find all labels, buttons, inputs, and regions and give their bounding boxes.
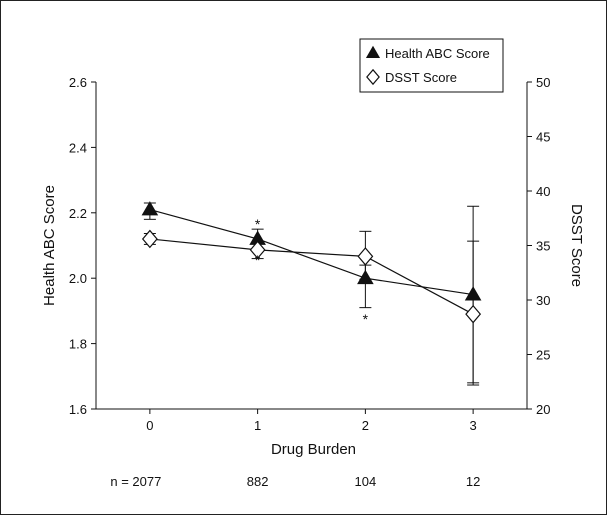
x-axis-title: Drug Burden [271, 441, 356, 458]
y-axis-right-title: DSST Score [568, 204, 585, 287]
marker-triangle [141, 201, 159, 216]
marker-diamond [357, 247, 374, 266]
series-line [149, 208, 474, 296]
legend-label: Health ABC Score [385, 46, 490, 61]
axes: 1.6 1.8 2.0 2.2 2.4 2.6 20 25 30 35 40 45 50 0 1 2 3 Drug… [41, 75, 585, 458]
y-left-tick-label: 1.8 [69, 337, 87, 352]
marker-triangle [365, 45, 381, 58]
y-right-tick-label: 25 [536, 348, 550, 363]
marker-triangle [464, 286, 482, 301]
y-right-tick-label: 50 [536, 75, 550, 90]
marker-diamond [249, 240, 266, 260]
significance-marker: * [363, 311, 369, 327]
y-right-tick-label: 40 [536, 184, 550, 199]
x-tick-label: 1 [254, 418, 261, 433]
y-axis-left-title: Health ABC Score [41, 185, 58, 306]
x-tick-label: 2 [362, 418, 369, 433]
series-line [149, 238, 474, 315]
x-tick-label: 3 [470, 418, 477, 433]
marker-diamond [465, 304, 482, 324]
y-right-tick-label: 45 [536, 130, 550, 145]
legend-box [359, 38, 504, 93]
y-right-tick-label: 30 [536, 293, 550, 308]
significance-marker: * [255, 216, 261, 232]
marker-diamond [141, 229, 158, 249]
marker-diamond [366, 68, 380, 86]
y-left-tick-label: 2.0 [69, 271, 87, 286]
error-bars [143, 202, 480, 386]
n-label: n = 2077 [110, 474, 161, 489]
significance-marker: * [255, 252, 261, 268]
y-left-tick-label: 1.6 [69, 402, 87, 417]
legend-label: DSST Score [385, 70, 457, 85]
annotations: * * * [255, 216, 369, 327]
n-label: 104 [355, 474, 377, 489]
y-right-tick-label: 35 [536, 239, 550, 254]
series-markers [141, 201, 482, 324]
n-label: 882 [247, 474, 269, 489]
y-left-tick-label: 2.4 [69, 140, 87, 155]
n-label: 12 [466, 474, 480, 489]
series-lines [149, 208, 474, 315]
x-tick-label: 0 [146, 418, 153, 433]
y-left-tick-label: 2.6 [69, 75, 87, 90]
n-labels: n = 2077 882 104 12 [110, 474, 480, 489]
legend: Health ABC Score DSST Score [359, 38, 504, 93]
y-left-tick-label: 2.2 [69, 206, 87, 221]
marker-triangle [357, 269, 374, 285]
y-right-tick-label: 20 [536, 402, 550, 417]
